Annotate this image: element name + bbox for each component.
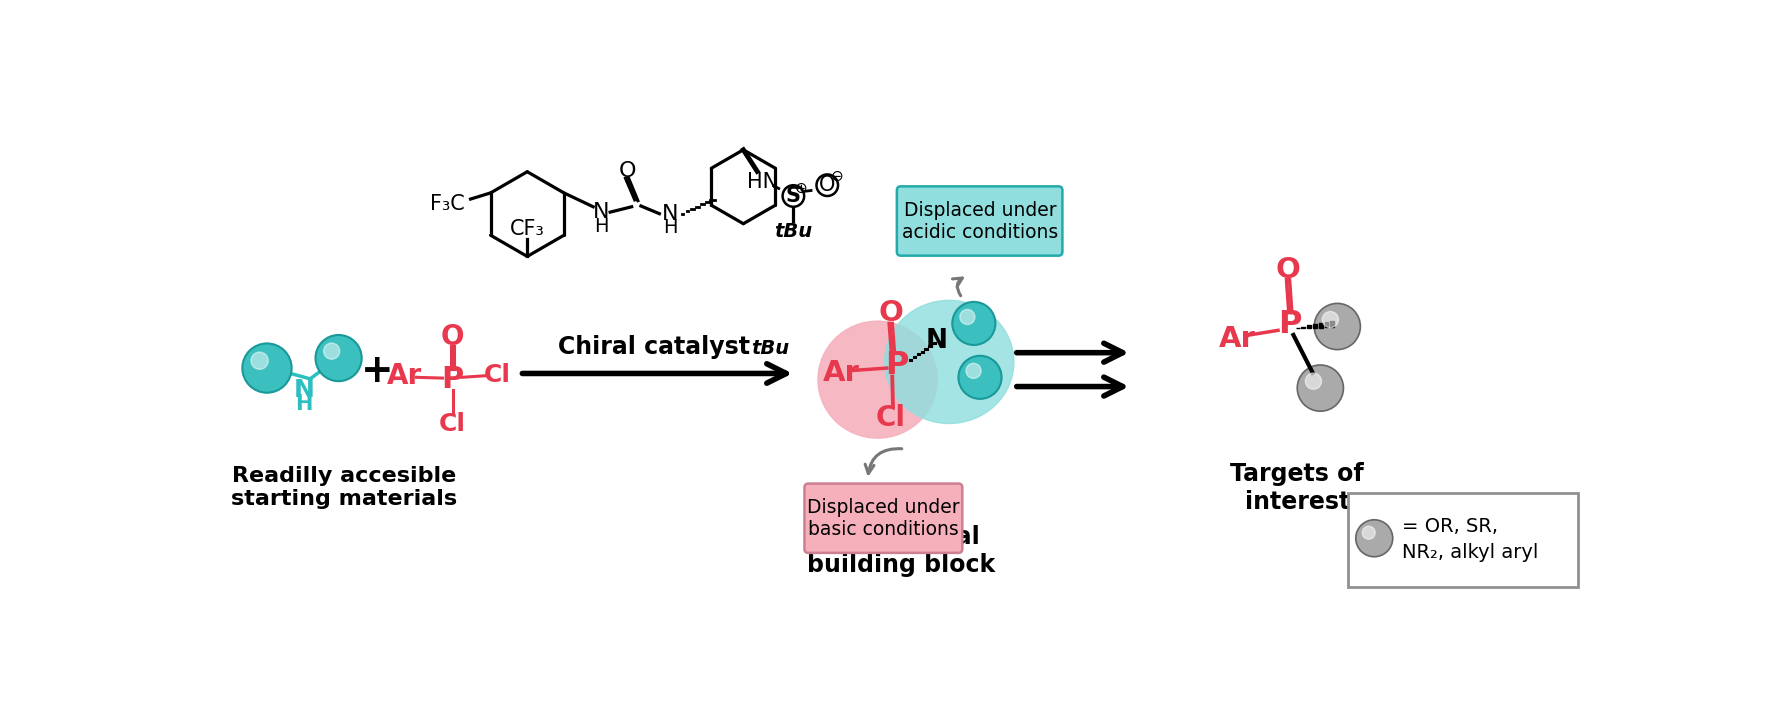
Text: Cl: Cl <box>876 404 906 432</box>
Text: S: S <box>787 186 801 206</box>
Text: Readilly accesible
starting materials: Readilly accesible starting materials <box>231 466 457 509</box>
Polygon shape <box>1301 327 1305 328</box>
Text: P: P <box>1278 309 1301 340</box>
Circle shape <box>817 174 838 196</box>
Text: H: H <box>595 217 609 236</box>
Text: Displaced under
basic conditions: Displaced under basic conditions <box>806 498 959 539</box>
Text: H: H <box>662 218 678 237</box>
Circle shape <box>1314 304 1360 349</box>
FancyBboxPatch shape <box>897 186 1063 256</box>
Text: Bifunctional
building block: Bifunctional building block <box>806 525 995 577</box>
Ellipse shape <box>819 321 938 438</box>
Text: Chiral catalyst: Chiral catalyst <box>559 335 751 359</box>
Circle shape <box>1298 365 1344 411</box>
Circle shape <box>1356 520 1392 557</box>
Text: ⊖: ⊖ <box>829 169 844 184</box>
Polygon shape <box>1314 324 1317 328</box>
Text: +: + <box>361 352 393 390</box>
Circle shape <box>1362 526 1376 539</box>
Ellipse shape <box>885 300 1015 424</box>
Polygon shape <box>1307 325 1312 328</box>
FancyBboxPatch shape <box>1347 493 1579 587</box>
Circle shape <box>959 309 975 325</box>
Text: = OR, SR,: = OR, SR, <box>1403 517 1499 536</box>
Circle shape <box>251 352 269 369</box>
Circle shape <box>315 335 361 381</box>
Text: Displaced under
acidic conditions: Displaced under acidic conditions <box>902 201 1057 241</box>
Text: O: O <box>819 175 835 195</box>
Text: CF₃: CF₃ <box>509 220 545 239</box>
Circle shape <box>1323 311 1339 328</box>
Text: HN: HN <box>748 172 778 192</box>
Circle shape <box>958 356 1002 399</box>
Circle shape <box>242 343 292 393</box>
Text: N: N <box>294 378 315 402</box>
Text: Ar: Ar <box>822 359 860 388</box>
Text: Cl: Cl <box>440 412 466 436</box>
Text: ⊕: ⊕ <box>794 181 808 196</box>
Text: O: O <box>619 160 637 181</box>
Text: tBu: tBu <box>774 222 812 241</box>
Text: N: N <box>926 328 949 354</box>
Polygon shape <box>1319 323 1323 328</box>
Polygon shape <box>1330 321 1335 328</box>
Text: H: H <box>295 394 313 414</box>
Circle shape <box>967 364 981 378</box>
Circle shape <box>952 302 995 345</box>
Text: N: N <box>662 204 678 224</box>
Text: Targets of
interest: Targets of interest <box>1230 462 1363 514</box>
Text: P: P <box>441 365 463 394</box>
Text: F₃C: F₃C <box>431 193 465 214</box>
Text: O: O <box>1276 256 1301 284</box>
Text: NR₂, alkyl aryl: NR₂, alkyl aryl <box>1403 544 1538 563</box>
Circle shape <box>783 185 805 207</box>
FancyBboxPatch shape <box>805 484 963 553</box>
Text: Cl: Cl <box>484 363 511 387</box>
Circle shape <box>324 343 340 359</box>
Text: Ar: Ar <box>1219 325 1255 353</box>
Text: Ar: Ar <box>388 361 422 390</box>
Text: P: P <box>885 350 908 381</box>
Text: O: O <box>878 299 902 328</box>
Circle shape <box>1305 373 1321 389</box>
Text: N: N <box>593 202 609 222</box>
Polygon shape <box>1324 322 1328 328</box>
Text: tBu: tBu <box>751 340 790 359</box>
Text: O: O <box>441 323 465 352</box>
